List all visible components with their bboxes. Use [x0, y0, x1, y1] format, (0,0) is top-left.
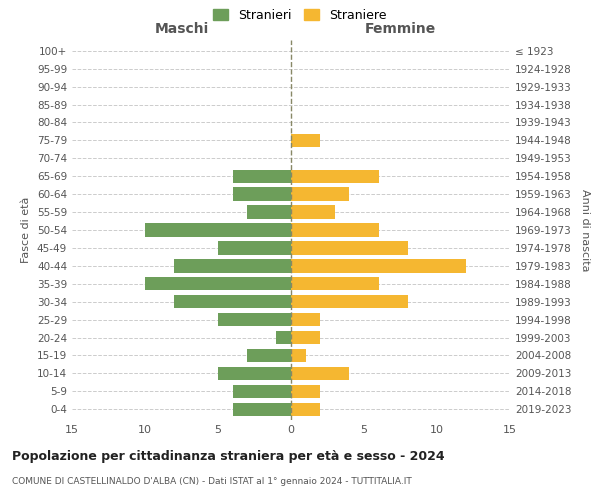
- Bar: [291, 331, 320, 344]
- Bar: [291, 134, 320, 147]
- Bar: [145, 277, 291, 290]
- Bar: [291, 188, 349, 201]
- Text: COMUNE DI CASTELLINALDO D'ALBA (CN) - Dati ISTAT al 1° gennaio 2024 - TUTTITALIA: COMUNE DI CASTELLINALDO D'ALBA (CN) - Da…: [12, 478, 412, 486]
- Bar: [291, 170, 379, 183]
- Bar: [247, 349, 291, 362]
- Y-axis label: Anni di nascita: Anni di nascita: [580, 188, 590, 271]
- Bar: [218, 366, 291, 380]
- Text: Femmine: Femmine: [365, 22, 436, 36]
- Y-axis label: Fasce di età: Fasce di età: [22, 197, 31, 263]
- Legend: Stranieri, Straniere: Stranieri, Straniere: [213, 8, 387, 22]
- Bar: [277, 331, 291, 344]
- Bar: [291, 224, 379, 236]
- Bar: [291, 259, 466, 272]
- Bar: [291, 277, 379, 290]
- Bar: [291, 241, 408, 254]
- Bar: [291, 206, 335, 219]
- Bar: [174, 259, 291, 272]
- Bar: [291, 366, 349, 380]
- Bar: [233, 402, 291, 416]
- Bar: [145, 224, 291, 236]
- Bar: [247, 206, 291, 219]
- Bar: [218, 313, 291, 326]
- Bar: [174, 295, 291, 308]
- Text: Popolazione per cittadinanza straniera per età e sesso - 2024: Popolazione per cittadinanza straniera p…: [12, 450, 445, 463]
- Bar: [291, 295, 408, 308]
- Bar: [291, 402, 320, 416]
- Bar: [233, 170, 291, 183]
- Bar: [291, 313, 320, 326]
- Bar: [233, 384, 291, 398]
- Bar: [233, 188, 291, 201]
- Bar: [291, 349, 305, 362]
- Bar: [291, 384, 320, 398]
- Bar: [218, 241, 291, 254]
- Text: Maschi: Maschi: [154, 22, 209, 36]
